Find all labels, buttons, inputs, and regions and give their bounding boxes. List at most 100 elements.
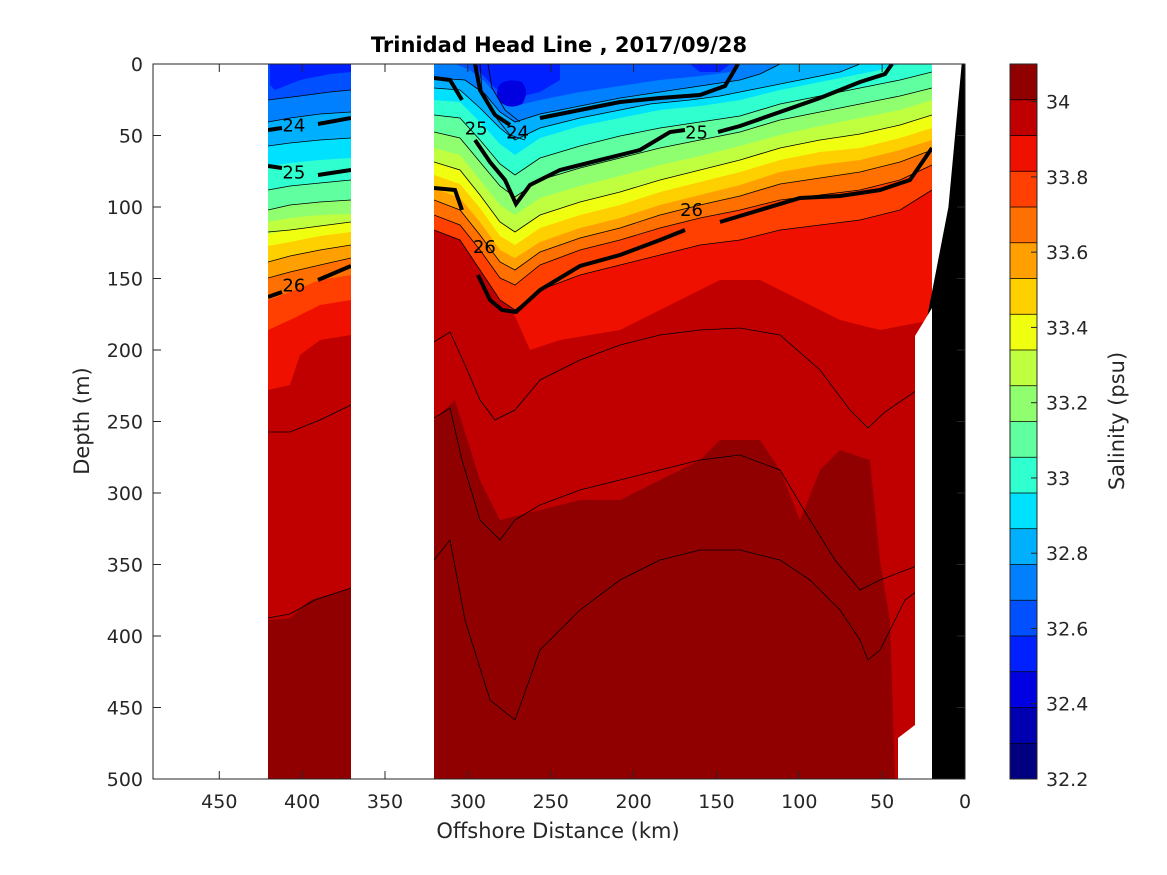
west-contour-26b bbox=[317, 264, 351, 282]
west-band-32.3 bbox=[270, 64, 351, 90]
x-tick-label: 400 bbox=[284, 791, 320, 813]
colorbar-tick-label: 32.4 bbox=[1046, 694, 1088, 716]
contour-label: 25 bbox=[465, 118, 488, 139]
x-tick-label: 300 bbox=[450, 791, 486, 813]
colorbar-swatch bbox=[1010, 421, 1037, 458]
y-tick-label: 400 bbox=[107, 626, 143, 648]
east-band-34.1 bbox=[434, 400, 895, 779]
east-band-32.3 bbox=[497, 80, 526, 107]
east-contour-25c bbox=[717, 64, 894, 134]
colorbar-tick-label: 32.8 bbox=[1046, 543, 1088, 565]
west-contour-thin-10 bbox=[268, 587, 351, 619]
east-contour-26 bbox=[434, 186, 464, 211]
west-band-34.1 bbox=[268, 588, 351, 779]
y-tick-label: 250 bbox=[107, 412, 143, 434]
colorbar-swatch bbox=[1010, 707, 1037, 744]
colorbar-swatch bbox=[1010, 135, 1037, 172]
colorbar-swatch bbox=[1010, 493, 1037, 530]
east-contour-thin-2 bbox=[434, 64, 861, 141]
east-contour-thin-10 bbox=[434, 407, 932, 591]
y-tick-label: 200 bbox=[107, 340, 143, 362]
x-tick-label: 100 bbox=[781, 791, 817, 813]
east-contour-26b bbox=[476, 228, 686, 315]
west-contour-thin-7 bbox=[268, 244, 351, 263]
chart-title: Trinidad Head Line , 2017/09/28 bbox=[371, 33, 747, 57]
colorbar-swatch bbox=[1010, 671, 1037, 708]
west-contour-26 bbox=[268, 290, 283, 299]
y-axis-label: Depth (m) bbox=[70, 367, 94, 474]
section-east bbox=[434, 64, 932, 779]
east-band-32.4b bbox=[690, 64, 730, 72]
y-tick-label: 100 bbox=[107, 197, 143, 219]
east-contour-26c bbox=[719, 146, 932, 224]
east-contour-thin-6 bbox=[434, 149, 932, 271]
west-contour-25 bbox=[268, 164, 283, 170]
x-axis-label: Offshore Distance (km) bbox=[436, 819, 679, 843]
east-contour-thin-4 bbox=[434, 87, 932, 198]
east-contour-thin-8 bbox=[434, 189, 932, 311]
contour-label: 25 bbox=[685, 123, 708, 144]
shelf-notch-bottom bbox=[898, 725, 915, 779]
y-tick-label: 350 bbox=[107, 555, 143, 577]
contour-label: 24 bbox=[282, 115, 305, 136]
east-contour-25b bbox=[473, 128, 686, 208]
section-west bbox=[268, 64, 351, 779]
colorbar-tick-label: 32.2 bbox=[1046, 769, 1088, 791]
west-contour-thin-6 bbox=[268, 221, 351, 233]
east-contour-thin-1 bbox=[434, 64, 781, 123]
colorbar-swatch bbox=[1010, 636, 1037, 673]
y-tick-label: 500 bbox=[107, 769, 143, 791]
colorbar-swatch bbox=[1010, 457, 1037, 494]
colorbar-swatch bbox=[1010, 600, 1037, 637]
colorbar-swatch bbox=[1010, 278, 1037, 315]
colorbar-frame bbox=[1009, 63, 1038, 780]
contour-label: 26 bbox=[680, 200, 703, 221]
y-tick-label: 150 bbox=[107, 269, 143, 291]
y-tick-label: 50 bbox=[119, 126, 143, 148]
west-contour-thin-5 bbox=[268, 199, 351, 211]
x-tick-label: 0 bbox=[959, 791, 971, 813]
colorbar-tick-label: 33.4 bbox=[1046, 317, 1088, 339]
colorbar-tick-label: 32.6 bbox=[1046, 618, 1088, 640]
contour-label: 24 bbox=[506, 123, 529, 144]
y-tick-label: 300 bbox=[107, 483, 143, 505]
y-tick-label: 0 bbox=[131, 54, 143, 76]
west-contour-thin-4 bbox=[268, 179, 351, 191]
west-contour-24b bbox=[317, 116, 351, 126]
colorbar-label: Salinity (psu) bbox=[1105, 352, 1129, 490]
colorbar-swatch bbox=[1010, 99, 1037, 136]
x-tick-label: 200 bbox=[615, 791, 651, 813]
colorbar-swatch bbox=[1010, 385, 1037, 422]
colorbar-swatch bbox=[1010, 314, 1037, 351]
west-contour-thin-8 bbox=[268, 257, 351, 279]
contour-label: 26 bbox=[282, 276, 305, 297]
west-contour-thin-1 bbox=[268, 89, 351, 101]
x-tick-label: 50 bbox=[870, 791, 894, 813]
east-contour-25 bbox=[434, 76, 464, 102]
colorbar-tick-label: 33.2 bbox=[1046, 393, 1088, 415]
colorbar-swatch bbox=[1010, 528, 1037, 565]
contour-label: 25 bbox=[282, 163, 305, 184]
east-contour-thin-11 bbox=[434, 539, 932, 721]
contour-label: 26 bbox=[473, 237, 496, 258]
colorbar: 34 33.8 33.6 33.4 33.2 33 32.8 32.6 32.4 32.2 bbox=[1009, 63, 1088, 791]
east-contour-24b bbox=[539, 64, 740, 120]
colorbar-swatch bbox=[1010, 350, 1037, 387]
y-tick-label: 450 bbox=[107, 698, 143, 720]
west-contour-thin-9 bbox=[268, 404, 351, 433]
east-contour-thin-5 bbox=[434, 114, 932, 233]
colorbar-swatch bbox=[1010, 564, 1037, 601]
colorbar-swatch bbox=[1010, 242, 1037, 279]
x-tick-label: 350 bbox=[367, 791, 403, 813]
colorbar-swatch bbox=[1010, 64, 1037, 101]
east-contour-thin-9 bbox=[434, 327, 932, 429]
east-band-34.0 bbox=[434, 180, 932, 779]
x-tick-label: 250 bbox=[533, 791, 569, 813]
colorbar-swatch bbox=[1010, 207, 1037, 244]
west-contour-thin-2 bbox=[268, 111, 351, 123]
x-tick-label: 450 bbox=[201, 791, 237, 813]
east-contour-thin-7 bbox=[434, 164, 932, 286]
colorbar-tick-label: 33.8 bbox=[1046, 167, 1088, 189]
colorbar-tick-label: 34 bbox=[1046, 92, 1070, 114]
